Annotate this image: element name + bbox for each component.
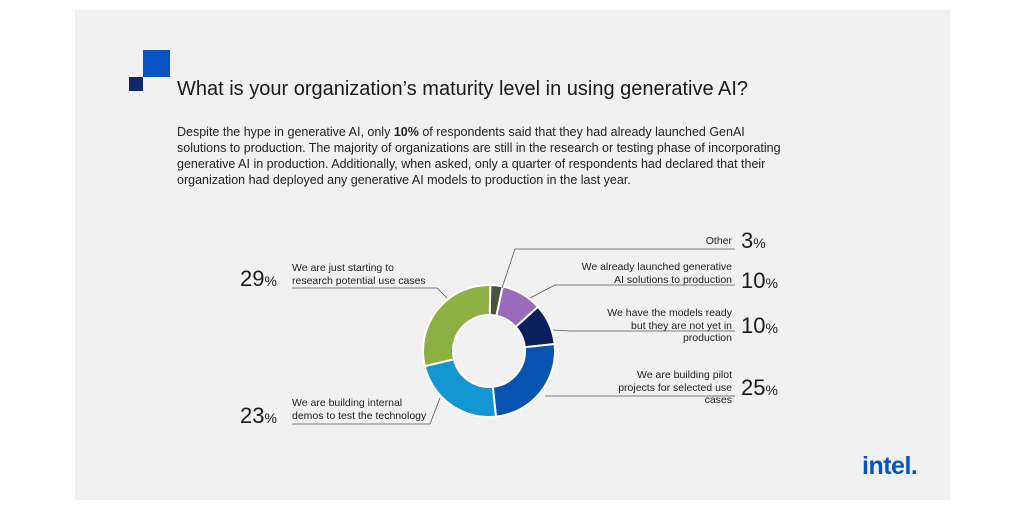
label-just-starting: We are just starting to research potenti…	[292, 262, 426, 287]
pct-unit-pilot: %	[765, 382, 778, 398]
pct-models-ready: 10%	[741, 315, 778, 339]
decorative-square-large	[143, 50, 170, 77]
slice-internal-demos	[423, 358, 498, 418]
label-internal-demos: We are building internal demos to test t…	[292, 397, 427, 422]
intel-logo: intel.	[862, 452, 918, 480]
intro-part-2: of respondents said that they had alread…	[177, 125, 781, 187]
pct-value-internal-demos: 23	[240, 403, 265, 428]
label-other: Other	[705, 235, 732, 247]
label-models-ready: We have the models ready but they are no…	[607, 307, 732, 344]
pct-pilot: 25%	[741, 377, 778, 401]
intro-highlight: 10%	[393, 125, 419, 139]
pct-internal-demos: 23%	[240, 405, 277, 429]
pct-just-starting: 29%	[240, 268, 277, 292]
pct-unit-just-starting: %	[264, 273, 277, 289]
pct-other: 3%	[741, 230, 766, 254]
leader-other	[501, 248, 735, 289]
leader-models-ready	[552, 329, 735, 332]
pct-unit-internal-demos: %	[264, 410, 277, 426]
pct-unit-launched: %	[765, 275, 778, 291]
pct-value-launched: 10	[741, 268, 766, 293]
pct-value-just-starting: 29	[240, 266, 265, 291]
pct-launched: 10%	[741, 270, 778, 294]
slice-just-starting	[422, 284, 492, 368]
page-title: What is your organization’s maturity lev…	[177, 78, 749, 100]
leader-internal-demos	[292, 397, 441, 425]
pct-value-models-ready: 10	[741, 313, 766, 338]
pct-unit-models-ready: %	[765, 320, 778, 336]
pct-value-pilot: 25	[741, 375, 766, 400]
slice-pilot	[491, 342, 556, 418]
label-pilot: We are building pilot projects for selec…	[618, 369, 732, 406]
label-launched: We already launched generative AI soluti…	[581, 261, 732, 286]
intro-part-1: Despite the hype in generative AI, only	[177, 125, 394, 139]
pct-value-other: 3	[741, 228, 754, 253]
leader-just-starting	[292, 287, 448, 299]
decorative-square-small	[129, 77, 143, 91]
leader-launched	[529, 284, 735, 299]
intro-paragraph: Despite the hype in generative AI, only …	[177, 124, 797, 188]
background-panel	[75, 10, 950, 500]
pct-unit-other: %	[753, 235, 766, 251]
